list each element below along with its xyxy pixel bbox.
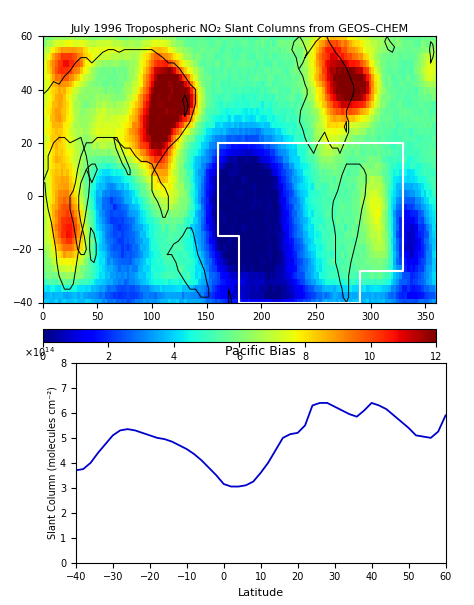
Title: July 1996 Tropospheric NO₂ Slant Columns from GEOS–CHEM: July 1996 Tropospheric NO₂ Slant Columns… bbox=[70, 24, 409, 34]
Y-axis label: Slant Column (molecules cm⁻²): Slant Column (molecules cm⁻²) bbox=[47, 387, 57, 539]
X-axis label: 10¹⁴ molecules cm⁻²: 10¹⁴ molecules cm⁻² bbox=[182, 363, 296, 373]
Text: $\times 10^{14}$: $\times 10^{14}$ bbox=[24, 345, 55, 359]
X-axis label: Latitude: Latitude bbox=[237, 588, 284, 598]
Title: Pacific Bias: Pacific Bias bbox=[226, 345, 296, 358]
